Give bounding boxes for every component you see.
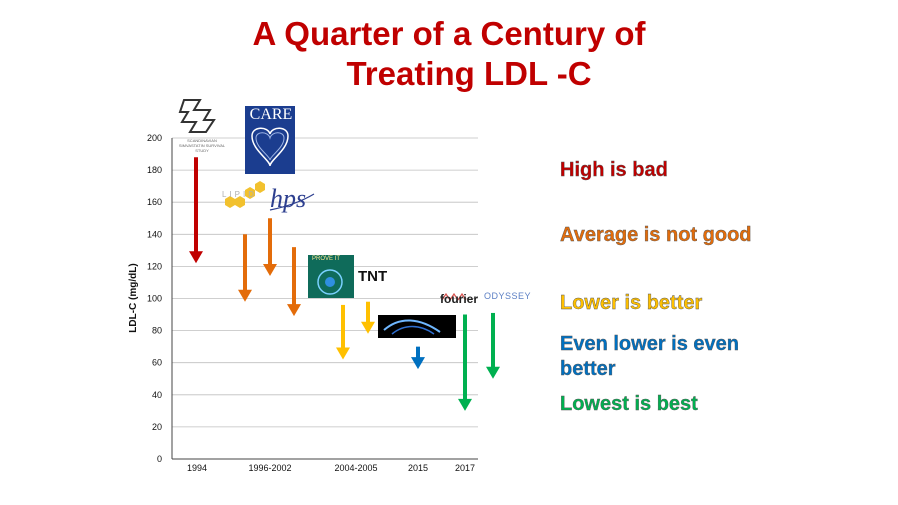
y-tick-label: 140: [147, 229, 162, 239]
legend-lowest-is-best: Lowest is best: [560, 393, 698, 415]
care-logo-text: CARE: [249, 106, 293, 123]
arrow-head: [361, 321, 375, 334]
x-tick-label: 1996-2002: [248, 463, 291, 473]
arrow-2017: [458, 314, 472, 411]
y-tick-label: 160: [147, 197, 162, 207]
arrow-1994: [189, 157, 203, 264]
x-axis-ticks: 1994 1996-2002 2004-2005 2015 2017: [187, 463, 475, 473]
hps-logo-swoosh: [269, 193, 315, 211]
s4s-logo-text: SCANDINAVIAN SIMVASTATIN SURVIVAL STUDY: [178, 138, 226, 153]
arrow-2004-2005: [361, 301, 375, 334]
y-axis-ticks: 0 20 40 60 80 100 120 140 160 180 200: [147, 133, 162, 464]
arrow-head: [486, 366, 500, 379]
y-axis-label: LDL-C (mg/dL): [128, 263, 139, 332]
arrow-2004-2005: [336, 304, 350, 360]
lipid-logo: [225, 181, 265, 208]
arrow-head: [263, 264, 277, 277]
hps-logo-text: hps: [270, 184, 307, 213]
y-tick-label: 120: [147, 261, 162, 271]
arrow-1996-2002: [287, 247, 301, 317]
y-tick-label: 100: [147, 294, 162, 304]
tnt-logo-text: TNT: [358, 268, 388, 285]
arrow-2015: [411, 346, 425, 370]
legend-lower-is-better: Lower is better: [560, 292, 703, 314]
legend-high-is-bad: High is bad: [560, 159, 668, 181]
y-tick-label: 40: [152, 390, 162, 400]
arrow-head: [238, 289, 252, 302]
y-tick-label: 60: [152, 358, 162, 368]
legend-average-not-good: Average is not good: [560, 224, 752, 246]
x-tick-label: 2004-2005: [334, 463, 377, 473]
arrow-head: [287, 304, 301, 317]
y-tick-label: 80: [152, 326, 162, 336]
care-logo: [245, 106, 295, 174]
arrow-head: [189, 251, 203, 264]
lipid-logo-text: LIPID: [222, 190, 258, 199]
arrow-1996-2002: [263, 218, 277, 277]
title-line-2: Treating LDL -C: [346, 55, 592, 92]
y-tick-label: 20: [152, 422, 162, 432]
prove-it-logo: [308, 255, 354, 298]
legend-even-lower: Even lower is even better: [560, 333, 739, 380]
x-tick-label: 1994: [187, 463, 207, 473]
fourier-logo: [441, 292, 467, 301]
arrow-head: [336, 347, 350, 360]
prove-it-logo-text: PROVE IT: [312, 256, 341, 262]
arrow-2017: [486, 312, 500, 379]
arrow-1996-2002: [238, 234, 252, 302]
tnt-logo-image: [378, 315, 456, 338]
x-tick-label: 2017: [455, 463, 475, 473]
chart-grid: [171, 137, 478, 460]
y-tick-label: 0: [157, 454, 162, 464]
title-line-1: A Quarter of a Century of: [252, 15, 646, 52]
odyssey-logo-text: ODYSSEY: [484, 291, 532, 301]
x-tick-label: 2015: [408, 463, 428, 473]
fourier-logo-text: fourier: [440, 292, 479, 306]
arrow-head: [411, 357, 425, 370]
y-tick-label: 200: [147, 133, 162, 143]
reduction-arrows: [189, 157, 500, 411]
arrow-head: [458, 398, 472, 411]
s4s-logo: [178, 99, 216, 133]
y-tick-label: 180: [147, 165, 162, 175]
page-title: A Quarter of a Century of Treating LDL -…: [0, 14, 898, 94]
